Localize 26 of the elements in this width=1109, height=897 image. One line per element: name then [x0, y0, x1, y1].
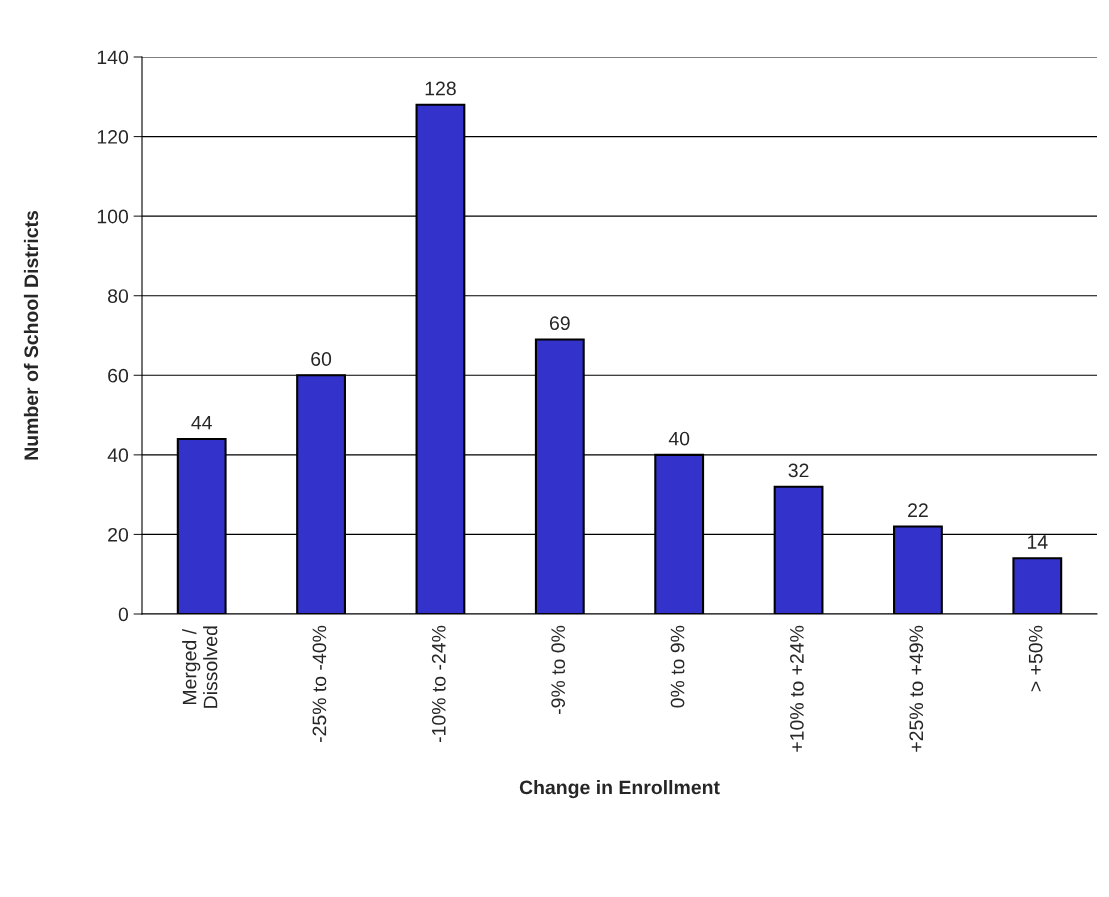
x-tick-label: > +50%	[1028, 625, 1043, 692]
y-axis-title: Number of School Districts	[23, 210, 39, 460]
x-tick-label: -25% to -40%	[312, 625, 327, 743]
y-tick-label: 80	[108, 289, 129, 303]
data-label: 32	[788, 463, 809, 478]
data-label: 128	[425, 81, 456, 96]
x-tick-label: +10% to +24%	[790, 625, 804, 752]
x-tick-label: +25% to +49%	[909, 625, 924, 752]
y-tick-label: 100	[97, 209, 129, 224]
data-label: 14	[1027, 535, 1048, 549]
data-label: 40	[668, 431, 690, 446]
y-tick-label: 40	[107, 448, 129, 463]
x-tick-label: -10% to -24%	[431, 625, 446, 743]
x-axis-title: Change in Enrollment	[519, 780, 720, 799]
y-tick-label: 20	[108, 527, 129, 542]
y-tick-label: 140	[97, 50, 129, 65]
data-label: 22	[908, 503, 928, 517]
x-tick-label: Merged / Dissolved	[182, 626, 218, 708]
data-label: 60	[311, 352, 332, 366]
x-tick-label: -9% to 0%	[551, 625, 566, 714]
y-tick-label: 0	[118, 607, 129, 622]
y-tick-label: 60	[108, 368, 129, 383]
y-tick-label: 120	[97, 130, 129, 144]
data-label: 69	[549, 316, 570, 331]
x-tick-label: 0% to 9%	[670, 625, 685, 708]
data-label: 44	[191, 415, 212, 430]
